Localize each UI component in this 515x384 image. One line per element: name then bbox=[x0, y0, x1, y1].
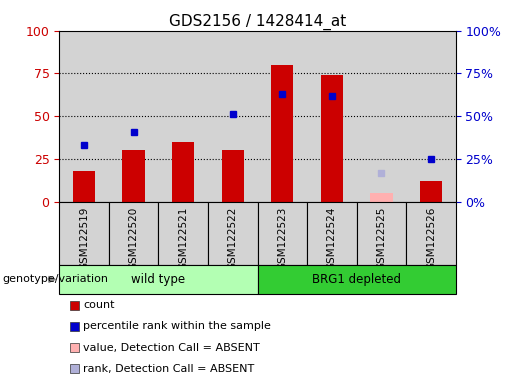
Text: count: count bbox=[83, 300, 114, 310]
Bar bbox=[321, 75, 343, 202]
Text: GSM122522: GSM122522 bbox=[228, 207, 238, 270]
Text: GDS2156 / 1428414_at: GDS2156 / 1428414_at bbox=[169, 13, 346, 30]
Bar bbox=[73, 171, 95, 202]
Text: GSM122524: GSM122524 bbox=[327, 207, 337, 270]
Text: genotype/variation: genotype/variation bbox=[3, 274, 109, 285]
Bar bbox=[420, 181, 442, 202]
Text: GSM122519: GSM122519 bbox=[79, 207, 89, 270]
Text: GSM122521: GSM122521 bbox=[178, 207, 188, 270]
Text: GSM122525: GSM122525 bbox=[376, 207, 386, 270]
Text: GSM122520: GSM122520 bbox=[129, 207, 139, 270]
Bar bbox=[356, 202, 406, 265]
Text: BRG1 depleted: BRG1 depleted bbox=[312, 273, 401, 286]
Bar bbox=[258, 265, 456, 294]
Bar bbox=[370, 193, 392, 202]
Text: percentile rank within the sample: percentile rank within the sample bbox=[83, 321, 271, 331]
Bar bbox=[221, 151, 244, 202]
Bar bbox=[123, 151, 145, 202]
Bar bbox=[172, 142, 194, 202]
Bar bbox=[59, 202, 109, 265]
Bar bbox=[258, 202, 307, 265]
Bar bbox=[208, 202, 258, 265]
Text: wild type: wild type bbox=[131, 273, 185, 286]
Text: rank, Detection Call = ABSENT: rank, Detection Call = ABSENT bbox=[83, 364, 254, 374]
Bar bbox=[271, 65, 294, 202]
Bar bbox=[159, 202, 208, 265]
Text: value, Detection Call = ABSENT: value, Detection Call = ABSENT bbox=[83, 343, 260, 353]
Text: GSM122523: GSM122523 bbox=[277, 207, 287, 270]
Bar bbox=[307, 202, 356, 265]
Bar bbox=[59, 265, 258, 294]
Text: GSM122526: GSM122526 bbox=[426, 207, 436, 270]
Bar bbox=[406, 202, 456, 265]
Bar bbox=[109, 202, 159, 265]
